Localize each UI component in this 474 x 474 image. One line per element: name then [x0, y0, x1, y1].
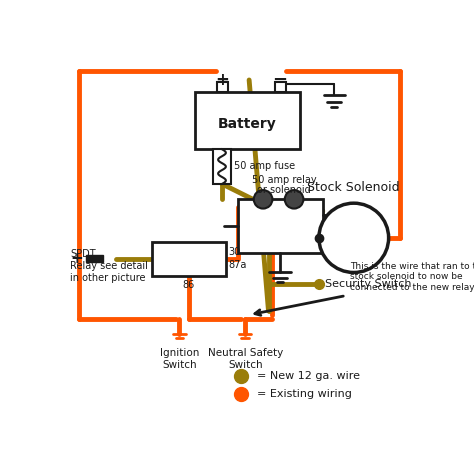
Text: 50 amp fuse: 50 amp fuse: [234, 161, 295, 171]
Circle shape: [254, 190, 273, 209]
Text: Security Switch: Security Switch: [325, 279, 411, 289]
Bar: [237, 200, 323, 253]
Text: 50 amp relay: 50 amp relay: [252, 175, 316, 185]
Circle shape: [285, 190, 303, 209]
Text: Stock Solenoid: Stock Solenoid: [308, 181, 400, 194]
Text: SPDT
Relay see detail
in other picture: SPDT Relay see detail in other picture: [71, 249, 148, 283]
Text: 86: 86: [182, 280, 195, 290]
Text: +: +: [70, 251, 82, 266]
Text: or solenoid: or solenoid: [257, 185, 311, 195]
Text: Ignition
Switch: Ignition Switch: [160, 348, 199, 370]
Text: This is the wire that ran to the
stock solenoid to now be
connected to the new r: This is the wire that ran to the stock s…: [350, 262, 474, 292]
Text: = New 12 ga. wire: = New 12 ga. wire: [257, 372, 360, 382]
Bar: [86, 255, 103, 263]
Text: +: +: [215, 71, 229, 89]
Text: 30: 30: [228, 247, 240, 257]
Bar: [152, 242, 226, 276]
Circle shape: [319, 203, 389, 273]
Bar: [195, 91, 300, 149]
Bar: [275, 82, 286, 91]
Text: −: −: [273, 71, 288, 89]
Bar: [213, 149, 230, 184]
Text: Battery: Battery: [218, 117, 276, 131]
Text: Neutral Safety
Switch: Neutral Safety Switch: [208, 348, 283, 370]
Bar: [217, 82, 228, 91]
Text: = Existing wiring: = Existing wiring: [257, 389, 352, 399]
Text: 87a: 87a: [228, 260, 246, 270]
